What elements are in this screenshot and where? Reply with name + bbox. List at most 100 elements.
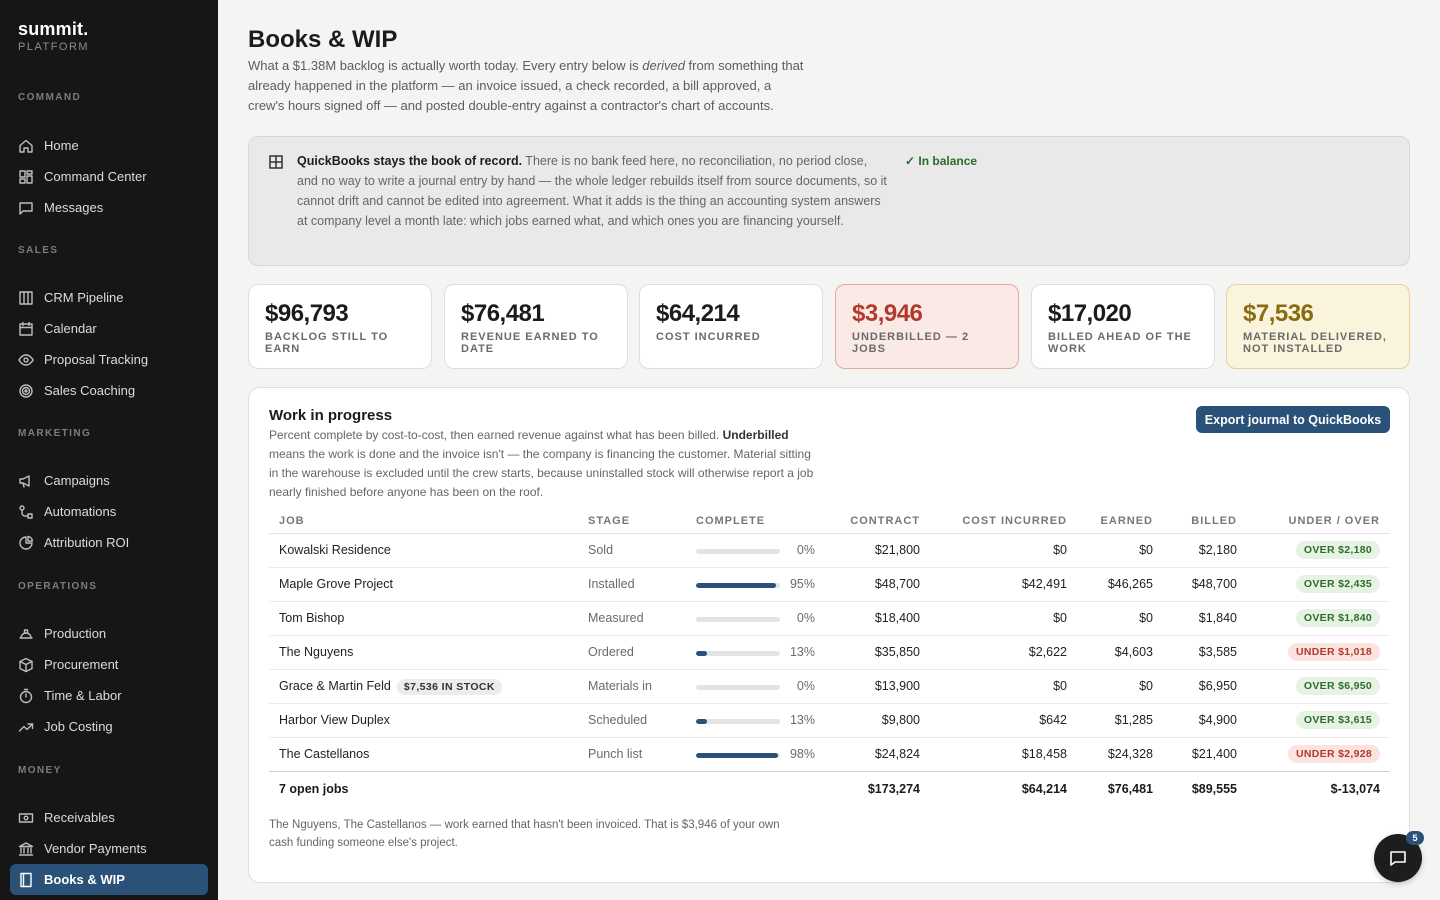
- job-name[interactable]: The Nguyens: [279, 645, 354, 659]
- column-header-cost-incurred[interactable]: COST INCURRED: [962, 515, 1067, 527]
- sidebar-item-procurement[interactable]: Procurement: [0, 649, 218, 680]
- sidebar-item-time-labor[interactable]: Time & Labor: [0, 680, 218, 711]
- home-icon: [18, 138, 34, 154]
- brand-logo[interactable]: summit. PLATFORM: [18, 20, 89, 53]
- export-journal-button[interactable]: Export journal to QuickBooks: [1196, 406, 1390, 433]
- wip-table: JOB STAGE COMPLETE CONTRACT COST INCURRE…: [269, 510, 1390, 805]
- sidebar-item-label: Receivables: [44, 810, 115, 825]
- sidebar-item-automations[interactable]: Automations: [0, 496, 218, 527]
- job-stage: Ordered: [588, 645, 634, 659]
- nav-heading: COMMAND: [18, 92, 82, 103]
- job-name[interactable]: Maple Grove Project: [279, 577, 393, 591]
- job-name[interactable]: Grace & Martin Feld $7,536 IN STOCK: [279, 679, 502, 695]
- sidebar-item-label: Books & WIP: [44, 872, 125, 887]
- table-row[interactable]: Grace & Martin Feld $7,536 IN STOCK Materi…: [269, 670, 1390, 704]
- page-intro: What a $1.38M backlog is actually worth …: [248, 58, 804, 113]
- progress-bar: [696, 685, 780, 690]
- sidebar-item-production[interactable]: Production: [0, 618, 218, 649]
- sidebar-item-receivables[interactable]: Receivables: [0, 802, 218, 833]
- kpi-value: $64,214: [656, 300, 740, 327]
- sidebar-item-messages[interactable]: Messages: [0, 192, 218, 223]
- totals-billed: $89,555: [1191, 782, 1237, 796]
- sidebar-item-label: Production: [44, 626, 107, 641]
- totals-label: 7 open jobs: [279, 782, 349, 796]
- cost-incurred-value: $642: [1039, 713, 1067, 727]
- progress-bar: [696, 617, 780, 622]
- earned-value: $0: [1139, 679, 1153, 693]
- kpi-label: REVENUE EARNED TO DATE: [461, 331, 599, 355]
- kpi-value: $3,946: [852, 300, 923, 327]
- progress-fill: [696, 583, 776, 588]
- nav-section-money: MONEY Receivables Vendor Payments Books …: [0, 765, 218, 895]
- stock-tag: $7,536 IN STOCK: [396, 679, 502, 695]
- job-stage: Sold: [588, 543, 614, 557]
- pie-chart-icon: [18, 535, 34, 551]
- kpi-label: COST INCURRED: [656, 331, 761, 343]
- progress-bar: [696, 753, 780, 758]
- column-header-earned[interactable]: EARNED: [1100, 515, 1153, 527]
- under-over-badge: OVER $6,950: [1295, 677, 1380, 695]
- kpi-label: BACKLOG STILL TO EARN: [265, 331, 389, 355]
- ledger-book-icon: [18, 872, 34, 888]
- column-header-billed[interactable]: BILLED: [1191, 515, 1237, 527]
- job-name[interactable]: Harbor View Duplex: [279, 713, 390, 727]
- table-row[interactable]: The Nguyens Ordered 13% $35,850 $2,622 $4,603…: [269, 636, 1390, 670]
- table-row[interactable]: Harbor View Duplex Scheduled 13% $9,800 $642…: [269, 704, 1390, 738]
- progress-percent: 0%: [796, 543, 815, 557]
- sidebar-item-crm-pipeline[interactable]: CRM Pipeline: [0, 282, 218, 313]
- sidebar-item-label: Sales Coaching: [44, 383, 136, 398]
- sidebar-item-job-costing[interactable]: Job Costing: [0, 711, 218, 742]
- table-row[interactable]: The Castellanos Punch list 98% $24,824 $18,4…: [269, 738, 1390, 772]
- nav-heading: MARKETING: [18, 428, 92, 439]
- sidebar-item-sales-coaching[interactable]: Sales Coaching: [0, 375, 218, 406]
- totals-cost: $64,214: [1021, 782, 1067, 796]
- sidebar-item-home[interactable]: Home: [0, 130, 218, 161]
- kanban-columns-icon: [18, 290, 34, 306]
- progress-percent: 13%: [789, 645, 815, 659]
- column-header-contract[interactable]: CONTRACT: [850, 515, 920, 527]
- job-stage: Scheduled: [588, 713, 648, 727]
- earned-value: $24,328: [1107, 747, 1153, 761]
- billed-value: $48,700: [1191, 577, 1237, 591]
- earned-value: $0: [1139, 543, 1153, 557]
- column-header-under-over[interactable]: UNDER / OVER: [1288, 515, 1380, 527]
- kpi-underbilled: $3,946 UNDERBILLED — 2 JOBS: [835, 284, 1019, 369]
- progress-percent: 98%: [789, 747, 815, 761]
- sidebar-item-vendor-payments[interactable]: Vendor Payments: [0, 833, 218, 864]
- job-name[interactable]: Kowalski Residence: [279, 543, 391, 557]
- progress-fill: [696, 651, 707, 656]
- sidebar-item-label: Automations: [44, 504, 117, 519]
- column-header-stage[interactable]: STAGE: [588, 515, 631, 527]
- under-over-badge: OVER $3,615: [1295, 711, 1380, 729]
- sidebar-item-command-center[interactable]: Command Center: [0, 161, 218, 192]
- brand-subtitle: PLATFORM: [18, 41, 90, 53]
- trending-up-icon: [18, 719, 34, 735]
- sidebar-item-label: CRM Pipeline: [44, 290, 124, 305]
- table-row[interactable]: Tom Bishop Measured 0% $18,400 $0 $0 $1,840 OVE…: [269, 602, 1390, 636]
- nav-heading: MONEY: [18, 765, 62, 776]
- column-header-job[interactable]: JOB: [279, 515, 305, 527]
- table-row[interactable]: Kowalski Residence Sold 0% $21,800 $0 $0 $2,18…: [269, 534, 1390, 568]
- billed-value: $3,585: [1198, 645, 1237, 659]
- job-name[interactable]: Tom Bishop: [279, 611, 345, 625]
- sidebar-item-attribution-roi[interactable]: Attribution ROI: [0, 527, 218, 558]
- billed-value: $1,840: [1198, 611, 1237, 625]
- under-over-badge: OVER $1,840: [1295, 609, 1380, 627]
- table-row[interactable]: Maple Grove Project Installed 95% $48,700 $4…: [269, 568, 1390, 602]
- earned-value: $1,285: [1114, 713, 1153, 727]
- target-icon: [18, 383, 34, 399]
- sidebar-item-label: Campaigns: [44, 473, 110, 488]
- sidebar-item-label: Attribution ROI: [44, 535, 130, 550]
- sidebar-item-calendar[interactable]: Calendar: [0, 313, 218, 344]
- under-over-badge: UNDER $1,018: [1288, 643, 1380, 661]
- brand-name: summit.: [18, 19, 89, 39]
- sidebar-item-proposal-tracking[interactable]: Proposal Tracking: [0, 344, 218, 375]
- progress-percent: 95%: [789, 577, 815, 591]
- column-header-complete[interactable]: COMPLETE: [696, 515, 766, 527]
- job-name[interactable]: The Castellanos: [279, 747, 370, 761]
- cost-incurred-value: $0: [1053, 679, 1067, 693]
- sidebar-item-campaigns[interactable]: Campaigns: [0, 465, 218, 496]
- balance-status: ✓ In balance: [905, 154, 978, 168]
- sidebar-item-books-wip[interactable]: Books & WIP: [10, 864, 208, 895]
- sidebar-item-label: Procurement: [44, 657, 119, 672]
